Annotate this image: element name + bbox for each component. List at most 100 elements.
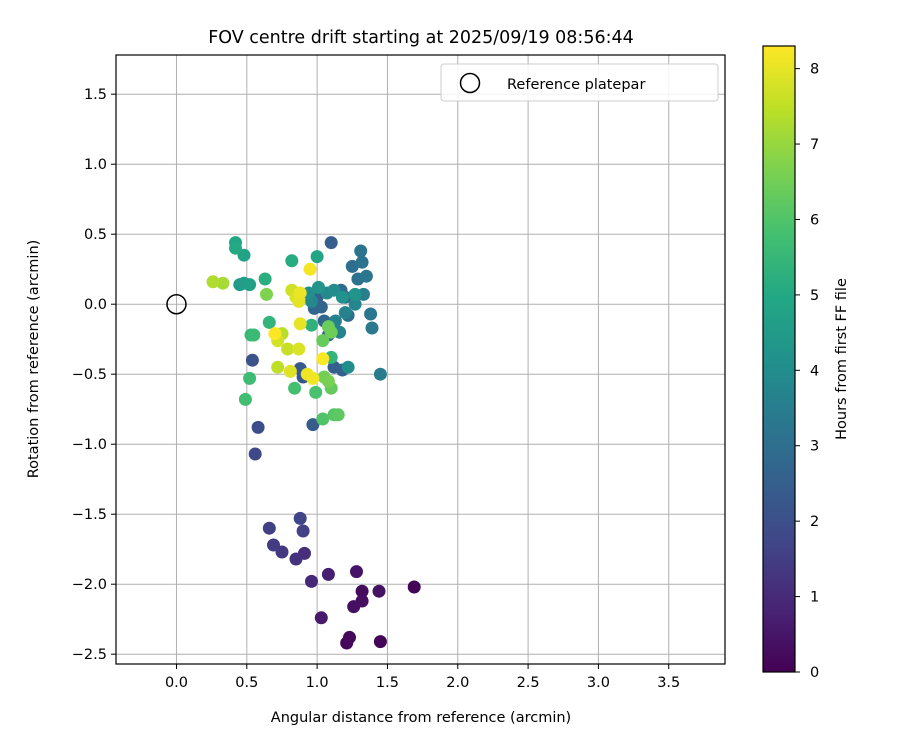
scatter-point: [365, 321, 379, 335]
legend-box: [440, 63, 719, 102]
scatter-point: [345, 259, 359, 273]
colorbar-tick-label: 2: [810, 514, 819, 530]
colorbar-tick-label: 6: [810, 212, 819, 228]
scatter-point: [372, 584, 386, 598]
plot-background: [116, 55, 725, 664]
scatter-point: [348, 297, 362, 311]
colorbar-tick-label: 1: [810, 590, 819, 606]
scatter-point: [331, 408, 345, 422]
scatter-point: [271, 360, 285, 374]
scatter-point: [258, 272, 272, 286]
scatter-point: [289, 552, 303, 566]
scatter-point: [283, 364, 297, 378]
scatter-point: [373, 367, 387, 381]
scatter-point: [321, 567, 335, 581]
scatter-point: [293, 511, 307, 525]
scatter-point: [364, 307, 378, 321]
scatter-point: [243, 278, 257, 292]
scatter-point: [343, 630, 356, 644]
scatter-point: [310, 250, 324, 264]
plot-frame: [115, 54, 726, 665]
scatter-point: [216, 276, 230, 290]
colorbar-tick-label: 4: [810, 363, 819, 379]
scatter-point: [338, 306, 352, 320]
scatter-point: [293, 286, 307, 300]
y-tick-label: −0.5: [72, 367, 107, 383]
x-tick-label: 1.0: [306, 675, 329, 691]
scatter-point: [262, 315, 276, 329]
scatter-point: [324, 236, 338, 250]
y-axis-label: Rotation from reference (arcmin): [26, 240, 42, 479]
scatter-point: [247, 328, 261, 342]
colorbar: 0 1 2 3 4 5 6 7 8 Hours from first FF file: [762, 45, 850, 681]
scatter-point: [350, 565, 363, 579]
y-tick-label: −2.0: [72, 577, 107, 593]
x-tick-label: 1.5: [376, 675, 399, 691]
scatter-point: [316, 334, 330, 348]
scatter-point: [316, 412, 330, 426]
y-tick-label: −1.5: [72, 507, 107, 523]
x-tick-label: 2.5: [517, 675, 540, 691]
scatter-point: [251, 420, 265, 434]
scatter-point: [243, 371, 257, 385]
colorbar-gradient: [762, 45, 796, 673]
scatter-point: [245, 353, 259, 367]
colorbar-ticks: 0 1 2 3 4 5 6 7 8: [795, 62, 819, 681]
x-tick-label: 0.5: [235, 675, 258, 691]
scatter-point: [373, 635, 387, 649]
x-tick-label: 2.0: [446, 675, 469, 691]
x-tick-label: 0.0: [165, 675, 188, 691]
colorbar-tick-label: 5: [810, 288, 819, 304]
y-tick-label: 1.5: [84, 87, 107, 103]
legend-marker-open-circle: [459, 72, 481, 94]
legend: Reference platepar: [440, 63, 719, 102]
scatter-point: [324, 325, 338, 339]
scatter-point: [335, 290, 349, 304]
scatter-point: [309, 385, 323, 399]
plot-area: 0.0 0.5 1.0 1.5 2.0 2.5 3.0 3.5 1.5 1.0 0.5 0.0 −0.…: [72, 54, 726, 691]
y-tick-label: 0.5: [84, 227, 107, 243]
scatter-point: [296, 524, 310, 538]
y-tick-label: 1.0: [84, 157, 107, 173]
colorbar-tick-label: 0: [810, 665, 819, 681]
scatter-point: [268, 327, 282, 341]
scatter-point: [281, 342, 295, 356]
scatter-point: [206, 275, 220, 289]
y-tick-label: −2.5: [72, 647, 107, 663]
colorbar-tick-label: 3: [810, 439, 819, 455]
scatter-point: [306, 371, 320, 385]
chart-title: FOV centre drift starting at 2025/09/19 …: [208, 28, 634, 48]
x-axis-ticks: 0.0 0.5 1.0 1.5 2.0 2.5 3.0 3.5: [165, 664, 680, 691]
x-tick-label: 3.0: [587, 675, 610, 691]
scatter-point: [288, 381, 302, 395]
scatter-point: [248, 447, 262, 461]
scatter-point: [355, 255, 369, 269]
scatter-point: [305, 574, 318, 588]
scatter-point: [312, 280, 325, 294]
scatter-point: [321, 374, 335, 388]
scatter-point: [262, 521, 276, 535]
scatter-point: [292, 342, 306, 356]
scatter-point: [347, 600, 361, 614]
scatter-point: [306, 418, 320, 432]
scatter-point: [407, 580, 421, 594]
scatter-point: [359, 269, 373, 283]
scatter-point: [354, 244, 368, 258]
colorbar-label: Hours from first FF file: [834, 278, 850, 440]
scatter-point: [348, 287, 362, 301]
scatter-point: [229, 241, 242, 255]
scatter-point: [293, 317, 307, 331]
legend-entry-label: Reference platepar: [507, 77, 645, 93]
reference-platepar-marker: [166, 293, 187, 315]
scatter-point: [267, 538, 280, 552]
scatter-points: [206, 236, 421, 650]
colorbar-tick-label: 7: [810, 137, 819, 153]
scatter-point: [260, 287, 273, 301]
scatter-point: [303, 262, 317, 276]
colorbar-tick-label: 8: [810, 62, 819, 78]
scatter-point: [285, 254, 299, 268]
scatter-point: [355, 584, 369, 598]
x-tick-label: 3.5: [657, 675, 680, 691]
y-tick-label: −1.0: [72, 437, 107, 453]
scatter-point: [305, 318, 318, 332]
